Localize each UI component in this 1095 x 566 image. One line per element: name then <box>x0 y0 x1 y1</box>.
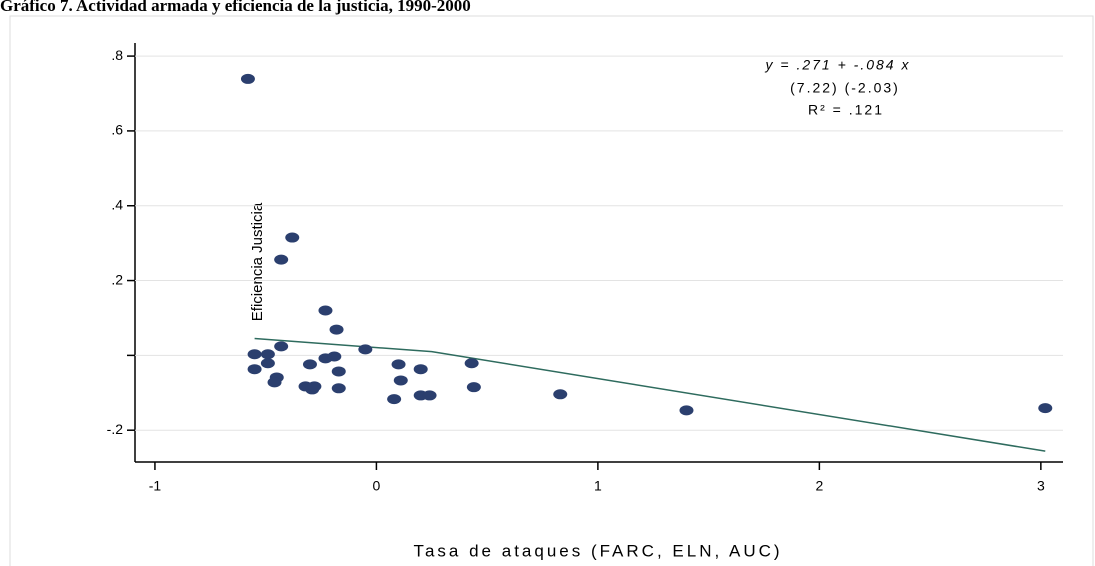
chart-title: Gráfico 7. Actividad armada y eficiencia… <box>0 0 471 15</box>
annotation: y = .271 + -.084 x <box>765 57 911 73</box>
fit-line <box>254 337 1046 452</box>
data-point <box>307 381 322 392</box>
y-tick-label: .6 <box>111 122 123 138</box>
x-axis-label: Tasa de ataques (FARC, ELN, AUC) <box>413 541 782 560</box>
data-point <box>274 341 289 352</box>
data-point <box>267 377 282 388</box>
data-point <box>247 364 262 375</box>
data-point <box>413 364 428 375</box>
y-tick-label: .8 <box>111 47 123 63</box>
data-point <box>422 390 437 401</box>
data-point <box>285 232 300 243</box>
data-point <box>260 349 275 360</box>
chart-frame <box>9 15 1094 566</box>
annotation: (7.22) (-2.03) <box>790 80 900 96</box>
data-point <box>391 359 406 370</box>
x-tick-label: 0 <box>373 478 381 494</box>
data-point <box>260 358 275 369</box>
data-point <box>247 349 262 360</box>
x-tick-label: -1 <box>149 478 162 494</box>
data-point <box>464 358 479 369</box>
data-point <box>331 383 346 394</box>
data-point <box>393 375 408 386</box>
data-point <box>302 359 317 370</box>
data-point <box>358 344 373 355</box>
x-tick-label: 3 <box>1037 478 1045 494</box>
x-tick-label: 2 <box>815 478 823 494</box>
data-point <box>318 305 333 316</box>
y-axis-label: Eficiencia Justicia <box>249 202 266 321</box>
data-point <box>553 389 568 400</box>
data-point <box>679 405 694 416</box>
data-point <box>327 351 342 362</box>
annotation: R² = .121 <box>808 102 884 118</box>
data-point <box>240 73 255 84</box>
y-tick-label: .2 <box>111 271 123 287</box>
data-point <box>387 394 402 405</box>
data-point <box>274 254 289 265</box>
data-point <box>331 366 346 377</box>
data-point <box>466 382 481 393</box>
y-tick-label: -.2 <box>107 421 124 437</box>
x-tick-label: 1 <box>594 478 602 494</box>
data-point <box>329 324 344 335</box>
y-tick-label: .4 <box>111 196 123 212</box>
data-point <box>1038 403 1053 414</box>
